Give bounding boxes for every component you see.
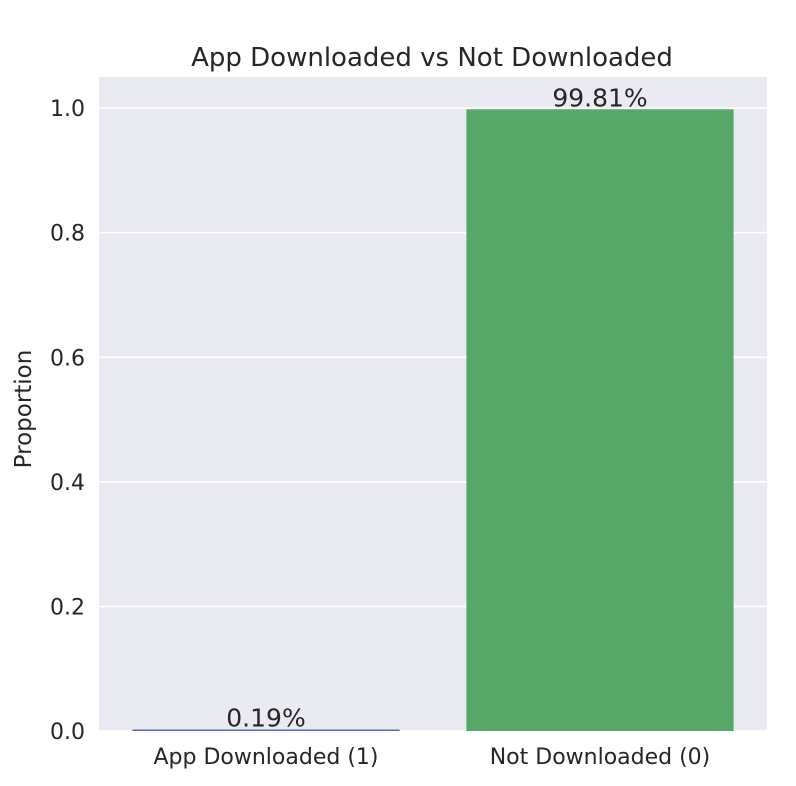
y-tick-label: 0.8 [50, 222, 85, 247]
y-tick-label: 1.0 [50, 97, 85, 122]
chart-title: App Downloaded vs Not Downloaded [191, 43, 673, 73]
x-axis-ticks: App Downloaded (1) Not Downloaded (0) [154, 745, 711, 770]
y-tick-label: 0.0 [50, 720, 85, 745]
y-axis-ticks: 0.0 0.2 0.4 0.6 0.8 1.0 [50, 97, 85, 745]
x-tick-label: Not Downloaded (0) [490, 745, 711, 770]
y-tick-label: 0.6 [50, 346, 85, 371]
y-tick-label: 0.4 [50, 471, 85, 496]
y-axis-label: Proportion [11, 350, 37, 469]
bars [132, 109, 734, 731]
bar-data-label: 0.19% [226, 704, 305, 733]
x-tick-label: App Downloaded (1) [154, 745, 379, 770]
bar-data-label: 99.81% [552, 83, 647, 112]
data-labels: 0.19% 99.81% [226, 83, 647, 732]
bar [132, 729, 400, 731]
bar [466, 109, 734, 731]
y-tick-label: 0.2 [50, 595, 85, 620]
